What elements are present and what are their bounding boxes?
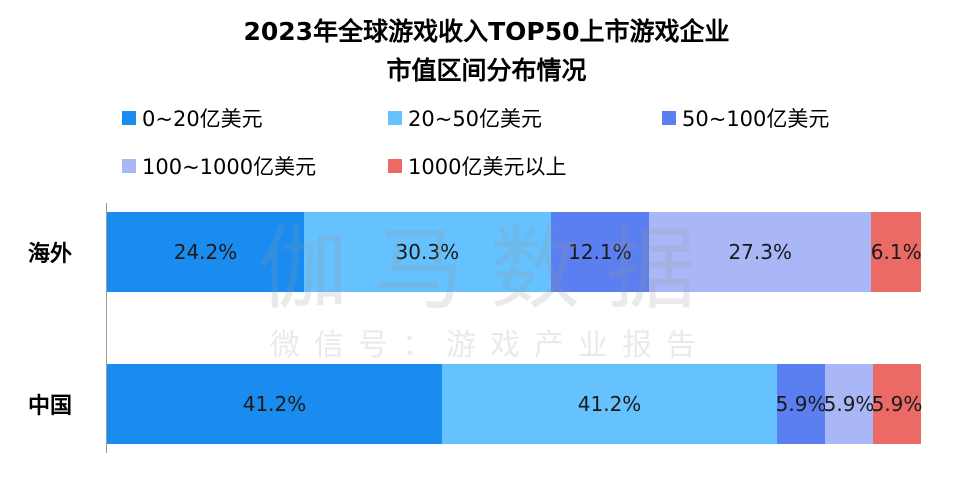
legend-swatch — [388, 159, 402, 173]
legend-label: 1000亿美元以上 — [408, 155, 567, 179]
bar-segment: 5.9% — [871, 364, 923, 444]
legend-item: 1000亿美元以上 — [388, 151, 566, 181]
bar-segment: 24.2% — [107, 212, 304, 292]
bar-segment: 12.1% — [550, 212, 650, 292]
legend-item: 50~100亿美元 — [662, 103, 829, 133]
bar-value-label: 41.2% — [577, 392, 642, 416]
legend-label: 100~1000亿美元 — [142, 155, 317, 179]
watermark-wechat-text: 微信号：游戏产业报告 — [270, 328, 710, 363]
bar-value-label: 24.2% — [173, 240, 238, 264]
legend-item: 0~20亿美元 — [122, 103, 263, 133]
chart-title: 2023年全球游戏收入TOP50上市游戏企业 — [243, 17, 730, 46]
legend-label: 20~50亿美元 — [408, 107, 543, 131]
chart-subtitle: 市值区间分布情况 — [386, 56, 587, 85]
bar-value-label: 5.9% — [871, 392, 923, 416]
legend-label: 0~20亿美元 — [142, 107, 263, 131]
legend-swatch — [122, 111, 136, 125]
legend-swatch — [388, 111, 402, 125]
bar-value-label: 30.3% — [395, 240, 460, 264]
bar-value-label: 27.3% — [728, 240, 792, 264]
category-label: 中国 — [28, 394, 73, 419]
category-axis-line — [106, 203, 107, 453]
bar-segment: 27.3% — [649, 212, 872, 292]
bar-value-label: 5.9% — [775, 392, 827, 416]
bar-value-label: 41.2% — [242, 392, 307, 416]
bar-segment: 6.1% — [870, 212, 922, 292]
legend-label: 50~100亿美元 — [682, 107, 830, 131]
bar-segment: 5.9% — [775, 364, 827, 444]
bar-segment: 5.9% — [823, 364, 875, 444]
legend-item: 20~50亿美元 — [388, 103, 542, 133]
bar-segment: 30.3% — [303, 212, 551, 292]
bar-segment: 41.2% — [107, 364, 443, 444]
legend-swatch — [662, 111, 676, 125]
bar-value-label: 6.1% — [870, 240, 922, 264]
bar-value-label: 12.1% — [568, 240, 632, 264]
bar-segment: 41.2% — [442, 364, 778, 444]
bar-value-label: 5.9% — [823, 392, 875, 416]
legend-item: 100~1000亿美元 — [122, 151, 316, 181]
category-label: 海外 — [28, 242, 73, 267]
legend-swatch — [122, 159, 136, 173]
